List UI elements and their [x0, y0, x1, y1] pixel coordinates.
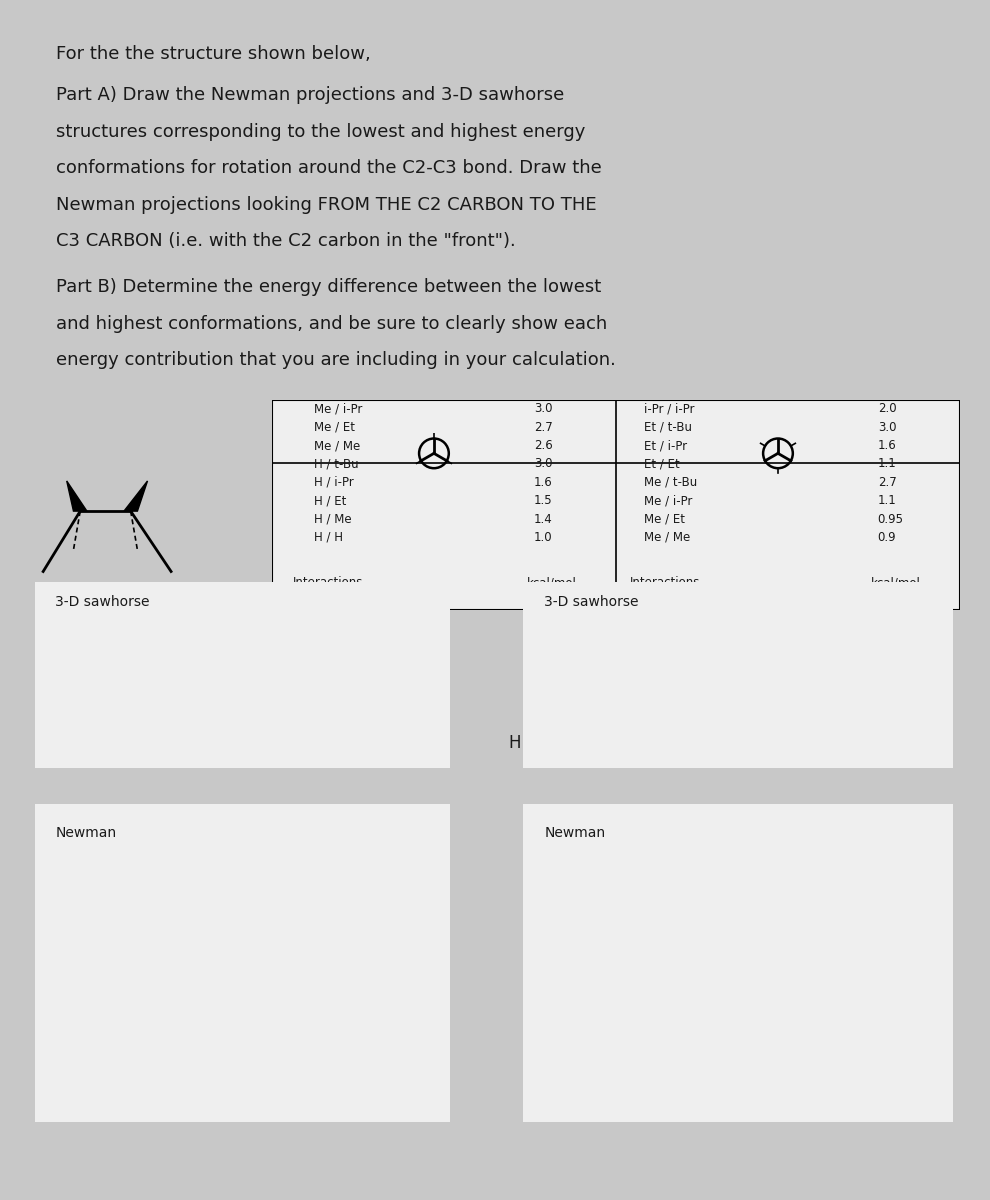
Polygon shape — [124, 481, 148, 511]
Text: and highest conformations, and be sure to clearly show each: and highest conformations, and be sure t… — [56, 314, 607, 332]
Text: kcal/mol: kcal/mol — [871, 576, 921, 589]
Text: 3-D sawhorse: 3-D sawhorse — [544, 595, 639, 610]
Text: Me / Et: Me / Et — [644, 512, 685, 526]
Text: i-Pr / i-Pr: i-Pr / i-Pr — [644, 402, 694, 415]
Text: 1.4: 1.4 — [534, 512, 552, 526]
Text: Lowest Energy Conformation: Lowest Energy Conformation — [57, 734, 298, 752]
Text: 0.9: 0.9 — [878, 530, 896, 544]
Text: ECLIPSING: ECLIPSING — [293, 601, 362, 614]
Text: 3.0: 3.0 — [534, 402, 552, 415]
Text: 1.5: 1.5 — [534, 494, 552, 508]
Text: 1.1: 1.1 — [878, 457, 897, 470]
Text: Et / i-Pr: Et / i-Pr — [644, 439, 687, 452]
Text: Part A) Draw the Newman projections and 3-D sawhorse: Part A) Draw the Newman projections and … — [56, 86, 564, 104]
Text: 0.95: 0.95 — [878, 512, 904, 526]
Text: 3.0: 3.0 — [534, 457, 552, 470]
Text: conformations for rotation around the C2-C3 bond. Draw the: conformations for rotation around the C2… — [56, 160, 602, 178]
Text: For the the structure shown below,: For the the structure shown below, — [56, 46, 371, 64]
Text: Energy: Energy — [871, 601, 912, 614]
Text: Interactions: Interactions — [630, 576, 700, 589]
Text: 3.0: 3.0 — [878, 421, 896, 433]
Text: H / Me: H / Me — [314, 512, 351, 526]
FancyBboxPatch shape — [519, 580, 957, 770]
Text: 1.0: 1.0 — [534, 530, 552, 544]
FancyBboxPatch shape — [519, 800, 957, 1126]
Text: Me / i-Pr: Me / i-Pr — [644, 494, 692, 508]
Text: Energy: Energy — [527, 601, 568, 614]
Text: 2.0: 2.0 — [878, 402, 896, 415]
Text: H / t-Bu: H / t-Bu — [314, 457, 358, 470]
Text: Newman projections looking FROM THE C2 CARBON TO THE: Newman projections looking FROM THE C2 C… — [56, 196, 597, 214]
Text: H / H: H / H — [314, 530, 343, 544]
Text: AB: AB — [428, 607, 441, 618]
Text: Me / Me: Me / Me — [644, 530, 690, 544]
Text: H / Et: H / Et — [314, 494, 346, 508]
Text: 1.6: 1.6 — [878, 439, 897, 452]
Text: Me / i-Pr: Me / i-Pr — [314, 402, 362, 415]
FancyBboxPatch shape — [31, 800, 454, 1126]
FancyBboxPatch shape — [272, 400, 960, 610]
FancyBboxPatch shape — [31, 580, 454, 770]
Text: 2.7: 2.7 — [878, 475, 897, 488]
Text: Newman: Newman — [544, 827, 605, 840]
Text: 1.6: 1.6 — [534, 475, 552, 488]
Text: Part B) Determine the energy difference between the lowest: Part B) Determine the energy difference … — [56, 278, 601, 296]
Text: Et / t-Bu: Et / t-Bu — [644, 421, 692, 433]
Text: kcal/mol: kcal/mol — [527, 576, 577, 589]
Text: Me / t-Bu: Me / t-Bu — [644, 475, 697, 488]
Text: 3-D sawhorse: 3-D sawhorse — [55, 595, 149, 610]
Text: C3 CARBON (i.e. with the C2 carbon in the "front").: C3 CARBON (i.e. with the C2 carbon in th… — [56, 233, 516, 251]
Text: Me / Et: Me / Et — [314, 421, 354, 433]
Text: Et / Et: Et / Et — [644, 457, 679, 470]
Text: Me / Me: Me / Me — [314, 439, 359, 452]
Text: Highest Energy Conformation: Highest Energy Conformation — [509, 734, 754, 752]
Text: Newman: Newman — [55, 827, 117, 840]
Text: B: B — [778, 607, 785, 618]
Text: structures corresponding to the lowest and highest energy: structures corresponding to the lowest a… — [56, 122, 585, 140]
Text: GAUCHE A: GAUCHE A — [630, 601, 698, 614]
Text: 2.7: 2.7 — [534, 421, 552, 433]
Text: H / i-Pr: H / i-Pr — [314, 475, 353, 488]
Text: 2.6: 2.6 — [534, 439, 552, 452]
Text: energy contribution that you are including in your calculation.: energy contribution that you are includi… — [56, 352, 616, 370]
Polygon shape — [66, 481, 87, 511]
Text: 1.1: 1.1 — [878, 494, 897, 508]
Text: Interactions: Interactions — [293, 576, 363, 589]
